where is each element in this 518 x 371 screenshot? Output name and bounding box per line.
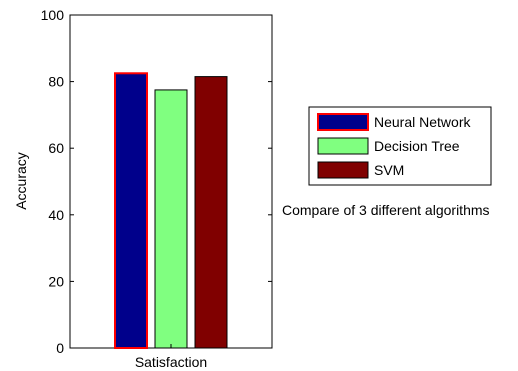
y-axis-label: Accuracy: [13, 152, 29, 210]
legend-label-decision-tree: Decision Tree: [374, 138, 460, 154]
legend-label-neural-network: Neural Network: [374, 114, 471, 130]
legend-swatch-svm: [317, 161, 369, 179]
y-tick-label: 60: [48, 140, 64, 156]
legend-swatch-neural-network: [317, 113, 369, 131]
bar-svm: [194, 76, 228, 349]
chart-annotation: Compare of 3 different algorithms: [282, 202, 490, 218]
bar-neural-network: [114, 72, 148, 350]
x-category-label: Satisfaction: [135, 354, 207, 370]
y-tick-label: 20: [48, 273, 64, 289]
y-tick-label: 40: [48, 207, 64, 223]
y-axis: 0 20 40 60 80 100: [41, 7, 272, 356]
y-tick-label: 0: [56, 340, 64, 356]
legend-label-svm: SVM: [374, 162, 404, 178]
legend: Neural Network Decision Tree SVM: [308, 106, 492, 186]
legend-swatch-decision-tree: [317, 137, 369, 155]
bars: [114, 72, 228, 350]
bar-decision-tree: [154, 89, 188, 349]
y-tick-label: 80: [48, 74, 64, 90]
y-tick-label: 100: [41, 7, 65, 23]
